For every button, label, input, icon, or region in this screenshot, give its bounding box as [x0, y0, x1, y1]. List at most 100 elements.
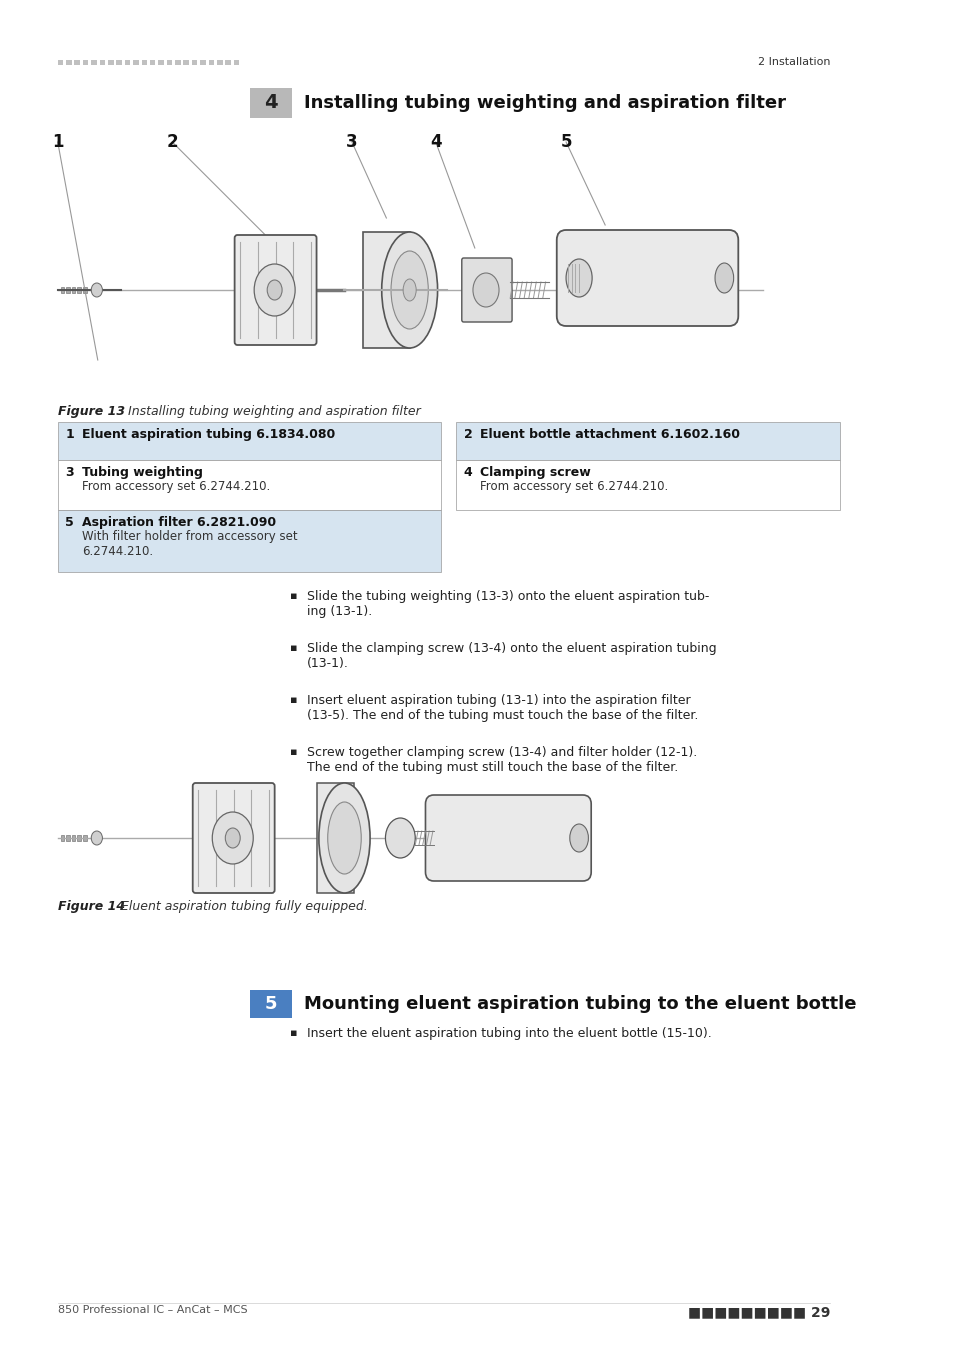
- Bar: [108, 59, 113, 65]
- Bar: [250, 990, 292, 1018]
- Bar: [58, 59, 63, 65]
- Ellipse shape: [385, 818, 415, 859]
- Text: Slide the tubing weighting (13-3) onto the eluent aspiration tub-
ing (13-1).: Slide the tubing weighting (13-3) onto t…: [307, 590, 709, 618]
- Bar: [60, 288, 64, 293]
- Text: Eluent aspiration tubing fully equipped.: Eluent aspiration tubing fully equipped.: [121, 900, 368, 913]
- Bar: [74, 59, 80, 65]
- Ellipse shape: [91, 284, 102, 297]
- Text: Tubing weighting: Tubing weighting: [82, 466, 203, 479]
- Text: 3: 3: [65, 466, 73, 479]
- FancyBboxPatch shape: [557, 230, 738, 325]
- Bar: [71, 288, 75, 293]
- Text: ▪: ▪: [290, 747, 297, 757]
- Bar: [66, 59, 71, 65]
- Bar: [125, 59, 131, 65]
- Bar: [99, 59, 105, 65]
- FancyBboxPatch shape: [234, 235, 316, 346]
- Ellipse shape: [715, 263, 733, 293]
- Bar: [209, 59, 213, 65]
- Text: 4: 4: [430, 134, 441, 151]
- Text: 2 Installation: 2 Installation: [758, 57, 830, 68]
- Text: Aspiration filter 6.2821.090: Aspiration filter 6.2821.090: [82, 516, 275, 529]
- FancyBboxPatch shape: [461, 258, 512, 323]
- Text: With filter holder from accessory set
6.2744.210.: With filter holder from accessory set 6.…: [82, 531, 297, 558]
- Bar: [116, 59, 122, 65]
- Bar: [83, 59, 89, 65]
- Bar: [83, 288, 87, 293]
- Text: Screw together clamping screw (13-4) and filter holder (12-1).
The end of the tu: Screw together clamping screw (13-4) and…: [307, 747, 697, 774]
- Text: 5: 5: [264, 995, 277, 1012]
- Text: Eluent aspiration tubing 6.1834.080: Eluent aspiration tubing 6.1834.080: [82, 428, 335, 441]
- Bar: [58, 423, 441, 460]
- FancyBboxPatch shape: [425, 795, 591, 882]
- Bar: [150, 59, 155, 65]
- Bar: [91, 59, 96, 65]
- Text: 850 Professional IC – AnCat – MCS: 850 Professional IC – AnCat – MCS: [58, 1305, 247, 1315]
- Text: ▪: ▪: [290, 591, 297, 601]
- Bar: [58, 510, 441, 572]
- Ellipse shape: [225, 828, 240, 848]
- Bar: [183, 59, 189, 65]
- Ellipse shape: [91, 832, 102, 845]
- Bar: [66, 836, 70, 841]
- Bar: [58, 460, 441, 510]
- Bar: [192, 59, 197, 65]
- Text: Figure 14: Figure 14: [58, 900, 125, 913]
- Bar: [141, 59, 147, 65]
- Bar: [60, 836, 64, 841]
- Bar: [83, 836, 87, 841]
- Text: Eluent bottle attachment 6.1602.160: Eluent bottle attachment 6.1602.160: [480, 428, 740, 441]
- Text: ■■■■■■■■■ 29: ■■■■■■■■■ 29: [687, 1305, 830, 1319]
- Text: 5: 5: [65, 516, 73, 529]
- Ellipse shape: [213, 811, 253, 864]
- Bar: [66, 288, 70, 293]
- Text: Figure 13: Figure 13: [58, 405, 125, 418]
- Ellipse shape: [253, 265, 294, 316]
- Bar: [77, 836, 81, 841]
- Text: ▪: ▪: [290, 1027, 297, 1038]
- Bar: [77, 288, 81, 293]
- Ellipse shape: [565, 259, 592, 297]
- Bar: [167, 59, 172, 65]
- Bar: [71, 836, 75, 841]
- FancyBboxPatch shape: [193, 783, 274, 892]
- Bar: [316, 783, 354, 892]
- Text: 2: 2: [463, 428, 472, 441]
- Text: Installing tubing weighting and aspiration filter: Installing tubing weighting and aspirati…: [303, 95, 784, 112]
- Ellipse shape: [473, 273, 498, 306]
- Text: Insert the eluent aspiration tubing into the eluent bottle (15-10).: Insert the eluent aspiration tubing into…: [307, 1027, 711, 1040]
- Ellipse shape: [569, 824, 588, 852]
- Text: 1: 1: [51, 134, 64, 151]
- Text: Insert eluent aspiration tubing (13-1) into the aspiration filter
(13-5). The en: Insert eluent aspiration tubing (13-1) i…: [307, 694, 698, 722]
- Ellipse shape: [403, 279, 416, 301]
- Bar: [133, 59, 138, 65]
- Bar: [250, 88, 292, 117]
- Text: 4: 4: [264, 93, 277, 112]
- Text: From accessory set 6.2744.210.: From accessory set 6.2744.210.: [82, 481, 270, 493]
- Text: ▪: ▪: [290, 695, 297, 705]
- Ellipse shape: [267, 279, 282, 300]
- Bar: [158, 59, 164, 65]
- Bar: [233, 59, 239, 65]
- Bar: [225, 59, 231, 65]
- Text: Mounting eluent aspiration tubing to the eluent bottle: Mounting eluent aspiration tubing to the…: [303, 995, 855, 1012]
- Bar: [363, 232, 409, 348]
- Text: Clamping screw: Clamping screw: [480, 466, 591, 479]
- Text: 1: 1: [65, 428, 73, 441]
- Text: Slide the clamping screw (13-4) onto the eluent aspiration tubing
(13-1).: Slide the clamping screw (13-4) onto the…: [307, 643, 716, 670]
- Text: ▪: ▪: [290, 643, 297, 653]
- Bar: [456, 423, 839, 460]
- Ellipse shape: [328, 802, 361, 873]
- Ellipse shape: [318, 783, 370, 892]
- Bar: [200, 59, 206, 65]
- Text: 2: 2: [166, 134, 178, 151]
- Text: Installing tubing weighting and aspiration filter: Installing tubing weighting and aspirati…: [129, 405, 421, 418]
- Ellipse shape: [391, 251, 428, 329]
- Text: 3: 3: [346, 134, 357, 151]
- Text: 5: 5: [559, 134, 571, 151]
- Ellipse shape: [381, 232, 437, 348]
- Bar: [216, 59, 222, 65]
- Text: 4: 4: [463, 466, 472, 479]
- Text: From accessory set 6.2744.210.: From accessory set 6.2744.210.: [480, 481, 668, 493]
- Bar: [174, 59, 180, 65]
